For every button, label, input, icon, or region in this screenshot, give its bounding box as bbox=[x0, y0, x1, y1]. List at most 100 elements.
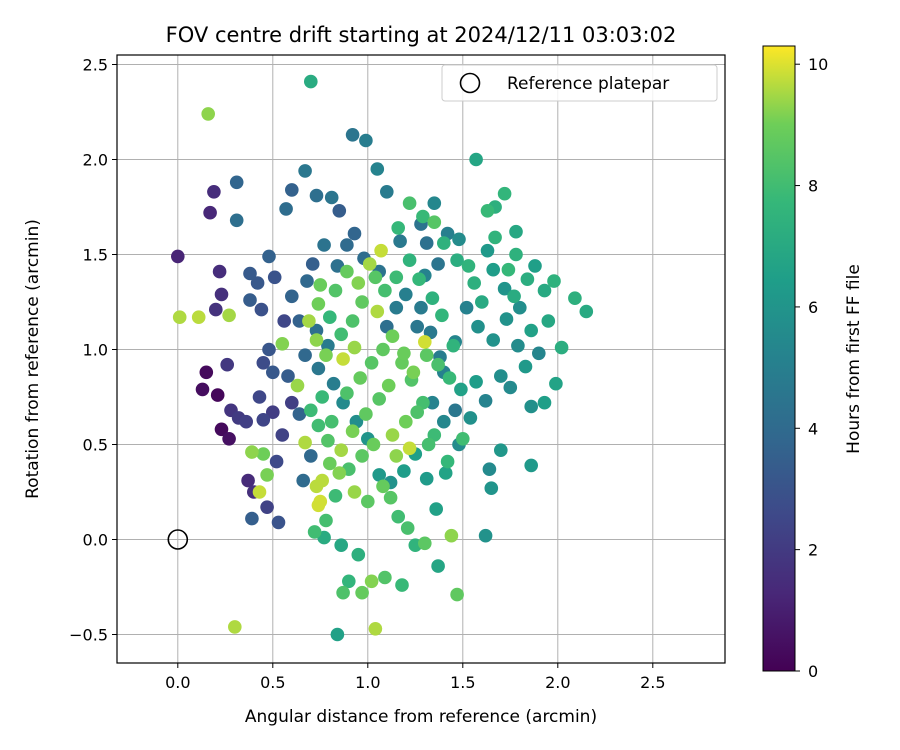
data-point bbox=[334, 443, 349, 458]
data-point bbox=[269, 454, 284, 469]
data-point bbox=[271, 515, 286, 530]
data-point bbox=[256, 447, 271, 461]
data-point bbox=[298, 348, 312, 363]
data-point bbox=[309, 479, 324, 494]
data-point bbox=[260, 500, 274, 514]
data-point bbox=[239, 414, 253, 429]
data-point bbox=[437, 414, 451, 429]
data-point bbox=[507, 289, 521, 304]
data-point bbox=[391, 221, 406, 235]
data-point bbox=[456, 432, 470, 446]
data-point bbox=[340, 386, 354, 401]
data-point bbox=[549, 376, 563, 391]
data-point bbox=[370, 304, 385, 319]
data-point bbox=[419, 236, 434, 250]
data-point bbox=[220, 357, 234, 372]
data-point bbox=[243, 266, 257, 281]
x-tick-label: 0.5 bbox=[260, 673, 285, 692]
data-point bbox=[292, 314, 307, 328]
data-point bbox=[313, 278, 328, 292]
data-point bbox=[389, 300, 404, 315]
x-tick-label: 1.5 bbox=[450, 673, 475, 692]
data-point bbox=[362, 257, 377, 271]
data-point bbox=[402, 253, 417, 267]
data-point bbox=[406, 365, 421, 380]
data-point bbox=[469, 375, 483, 389]
data-point bbox=[328, 489, 343, 503]
data-point bbox=[376, 342, 390, 357]
data-point bbox=[309, 323, 324, 338]
data-point bbox=[326, 376, 341, 391]
data-point bbox=[355, 449, 369, 463]
data-point bbox=[450, 253, 464, 267]
data-point bbox=[431, 559, 445, 573]
data-point bbox=[330, 627, 345, 642]
data-point bbox=[370, 162, 385, 176]
plot-frame bbox=[116, 54, 726, 664]
data-point bbox=[309, 188, 324, 203]
colorbar: 0 2 4 6 8 10 Hours from first FF file bbox=[762, 45, 864, 681]
data-point bbox=[568, 291, 582, 306]
data-point bbox=[229, 213, 244, 228]
data-point bbox=[380, 185, 394, 199]
data-point bbox=[324, 414, 339, 429]
data-point bbox=[509, 247, 523, 262]
data-point bbox=[503, 380, 518, 395]
legend-entry-reference-platepar: Reference platepar bbox=[507, 74, 669, 94]
data-point bbox=[298, 164, 312, 178]
data-point bbox=[435, 308, 449, 323]
data-point bbox=[332, 204, 347, 218]
y-tick-label: 0.0 bbox=[83, 531, 108, 550]
data-point bbox=[319, 348, 333, 363]
data-point bbox=[345, 128, 360, 142]
data-point bbox=[355, 585, 369, 600]
legend: Reference platepar bbox=[441, 64, 718, 102]
data-point bbox=[416, 209, 430, 224]
data-point bbox=[429, 502, 444, 516]
data-point bbox=[351, 547, 366, 562]
data-point bbox=[440, 454, 455, 469]
data-point bbox=[342, 574, 356, 589]
data-point bbox=[311, 418, 326, 433]
data-point bbox=[353, 371, 368, 385]
data-point bbox=[425, 291, 440, 306]
data-point bbox=[425, 395, 440, 410]
data-point bbox=[359, 407, 373, 421]
colorbar-tick-label: 8 bbox=[808, 177, 818, 196]
data-point bbox=[212, 264, 227, 279]
data-point bbox=[307, 525, 322, 539]
data-point bbox=[228, 620, 242, 634]
data-point bbox=[241, 473, 255, 488]
data-point bbox=[418, 536, 432, 551]
data-point bbox=[222, 432, 236, 446]
data-point bbox=[245, 511, 259, 526]
data-point bbox=[207, 185, 221, 199]
data-point bbox=[488, 230, 502, 245]
data-point bbox=[486, 333, 501, 347]
data-point bbox=[478, 528, 493, 543]
data-point bbox=[402, 196, 417, 210]
data-point bbox=[266, 405, 280, 420]
data-point bbox=[309, 333, 324, 347]
data-point bbox=[252, 390, 267, 404]
data-point bbox=[285, 395, 299, 410]
data-point bbox=[513, 300, 527, 315]
data-point bbox=[463, 411, 478, 425]
colorbar-tick-label: 4 bbox=[808, 419, 818, 438]
data-point bbox=[345, 424, 360, 439]
data-point bbox=[389, 449, 404, 463]
data-point bbox=[191, 310, 206, 325]
x-tick-label: 1.0 bbox=[355, 673, 380, 692]
data-point bbox=[391, 509, 406, 524]
y-axis-label: Rotation from reference (arcmin) bbox=[23, 219, 43, 499]
x-tick-label: 2.5 bbox=[640, 673, 665, 692]
data-point bbox=[229, 175, 244, 190]
data-point bbox=[393, 234, 407, 248]
data-point bbox=[364, 574, 379, 589]
data-point bbox=[359, 133, 373, 148]
data-point bbox=[315, 390, 330, 404]
data-point bbox=[410, 405, 425, 420]
data-point bbox=[412, 272, 426, 287]
data-point bbox=[290, 378, 305, 393]
data-point bbox=[459, 300, 474, 315]
